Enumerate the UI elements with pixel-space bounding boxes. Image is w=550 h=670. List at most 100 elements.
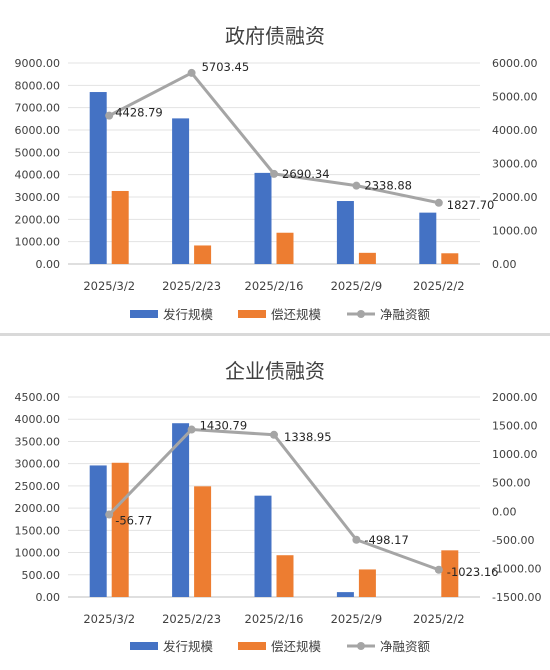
category-label: 2025/2/16	[245, 612, 304, 626]
left-axis-tick-label: 2000.00	[15, 213, 61, 226]
net-financing-data-label: -1023.16	[447, 565, 499, 579]
net-financing-data-label: 1338.95	[284, 430, 332, 444]
category-label: 2025/2/23	[162, 279, 221, 293]
net-financing-point	[187, 68, 196, 77]
issue-bar	[336, 592, 354, 597]
repayment-bar	[194, 245, 212, 264]
right-axis-tick-label: -500.00	[492, 534, 534, 547]
net-financing-point	[105, 111, 114, 120]
right-axis-tick-label: 500.00	[492, 477, 531, 490]
legend-label: 净融资额	[380, 639, 431, 654]
left-axis-tick-label: 1000.00	[15, 547, 61, 560]
right-axis-tick-label: 3000.00	[492, 158, 538, 171]
left-axis-tick-label: 0.00	[36, 591, 61, 604]
net-financing-point	[352, 535, 361, 544]
right-axis-tick-label: 4000.00	[492, 124, 538, 137]
legend-label: 净融资额	[380, 307, 431, 322]
issue-bar	[89, 465, 107, 597]
left-axis-tick-label: 0.00	[36, 258, 61, 271]
right-axis-tick-label: -1000.00	[492, 562, 541, 575]
category-label: 2025/2/2	[413, 279, 465, 293]
left-axis-tick-label: 8000.00	[15, 79, 61, 92]
repayment-bar	[111, 462, 129, 597]
net-financing-data-label: 1827.70	[447, 198, 495, 212]
left-axis-tick-label: 3500.00	[15, 435, 61, 448]
enterprise-bond-chart-panel: 企业债融资 0.00 500.00 1000.00 1500.00 2000.00 2500…	[0, 336, 550, 670]
category-label: 2025/2/2	[413, 612, 465, 626]
net-financing-point	[352, 181, 361, 190]
left-axis-tick-label: 3000.00	[15, 191, 61, 204]
net-financing-point	[434, 198, 443, 207]
issue-bar	[172, 118, 190, 265]
left-axis-tick-label: 1500.00	[15, 524, 61, 537]
left-axis-tick-label: 4000.00	[15, 413, 61, 426]
legend-label: 发行规模	[163, 639, 214, 654]
repayment-bar	[276, 555, 294, 597]
category-label: 2025/3/2	[83, 279, 135, 293]
repayment-bar	[276, 232, 294, 264]
legend-swatch	[130, 642, 158, 650]
repayment-bar	[111, 190, 129, 264]
category-label: 2025/2/16	[245, 279, 304, 293]
left-axis-tick-label: 6000.00	[15, 124, 61, 137]
legend-label: 发行规模	[163, 307, 214, 322]
repayment-bar	[194, 486, 212, 597]
legend-label: 偿还规模	[271, 639, 322, 654]
category-label: 2025/3/2	[83, 612, 135, 626]
chart-title: 政府债融资	[225, 24, 325, 48]
left-axis-tick-label: 4500.00	[15, 391, 61, 404]
net-financing-data-label: -498.17	[364, 533, 408, 547]
repayment-bar	[358, 252, 376, 264]
right-axis-tick-label: 2000.00	[492, 391, 538, 404]
government-bond-chart: 政府债融资 0.00 1000.00 2000.00 3000.00 4000.00 500…	[15, 24, 538, 322]
right-axis-tick-label: 6000.00	[492, 57, 538, 70]
left-axis-tick-label: 500.00	[22, 569, 61, 582]
right-axis-tick-label: 0.00	[492, 258, 517, 271]
net-financing-data-label: 4428.79	[115, 106, 163, 120]
net-financing-data-label: 1430.79	[200, 419, 248, 433]
net-financing-data-label: 2338.88	[364, 179, 412, 193]
issue-bar	[254, 172, 272, 264]
issue-bar	[89, 92, 107, 265]
government-bond-chart-panel: 政府债融资 0.00 1000.00 2000.00 3000.00 4000.00 500…	[0, 0, 550, 334]
net-financing-point	[434, 565, 443, 574]
legend-swatch-marker	[357, 642, 365, 650]
net-financing-line	[108, 428, 440, 572]
issue-bar	[419, 212, 437, 264]
chart-title: 企业债融资	[225, 359, 325, 383]
net-financing-point	[187, 425, 196, 434]
left-axis-tick-label: 1000.00	[15, 236, 61, 249]
right-axis-tick-label: 1000.00	[492, 448, 538, 461]
net-financing-point	[270, 169, 278, 178]
left-axis-tick-label: 9000.00	[15, 57, 61, 70]
legend-swatch	[238, 642, 266, 650]
right-axis-tick-label: 1000.00	[492, 225, 538, 238]
repayment-bar	[358, 569, 376, 597]
left-axis-tick-label: 3000.00	[15, 458, 61, 471]
net-financing-point	[270, 430, 278, 439]
legend-swatch	[130, 310, 158, 318]
right-axis-tick-label: 0.00	[492, 505, 517, 518]
legend-swatch-marker	[357, 310, 365, 318]
left-axis-tick-label: 4000.00	[15, 169, 61, 182]
enterprise-bond-chart: 企业债融资 0.00 500.00 1000.00 1500.00 2000.00 2500…	[15, 359, 542, 654]
legend-label: 偿还规模	[271, 307, 322, 322]
left-axis-tick-label: 5000.00	[15, 146, 61, 159]
repayment-bar	[441, 550, 459, 597]
net-financing-data-label: 5703.45	[202, 60, 250, 74]
category-label: 2025/2/9	[331, 612, 383, 626]
right-axis-tick-label: 5000.00	[492, 91, 538, 104]
issue-bar	[172, 423, 190, 597]
left-axis-tick-label: 7000.00	[15, 102, 61, 115]
right-axis-tick-label: 2000.00	[492, 191, 538, 204]
net-financing-data-label: -56.77	[115, 514, 152, 528]
right-axis-tick-label: 1500.00	[492, 420, 538, 433]
issue-bar	[336, 201, 354, 264]
panel-divider	[0, 333, 550, 336]
net-financing-data-label: 2690.34	[282, 167, 330, 181]
left-axis-tick-label: 2000.00	[15, 502, 61, 515]
left-axis-tick-label: 2500.00	[15, 480, 61, 493]
net-financing-point	[105, 510, 114, 519]
repayment-bar	[441, 253, 459, 264]
category-label: 2025/2/23	[162, 612, 221, 626]
